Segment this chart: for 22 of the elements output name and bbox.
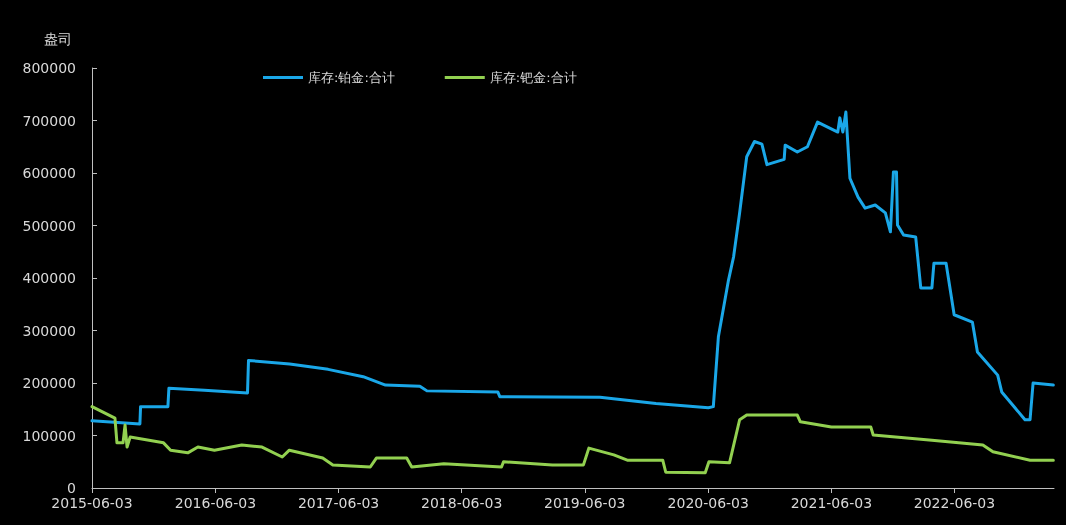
legend-label: 库存:铂金:合计 <box>308 70 395 85</box>
x-tick-label: 2017-06-03 <box>297 495 380 511</box>
line-series <box>90 405 1055 475</box>
y-tick-label: 0 <box>67 480 76 496</box>
x-tick-label: 2019-06-03 <box>544 495 626 511</box>
legend-label: 库存:钯金:合计 <box>489 70 577 85</box>
y-tick-label: 700000 <box>22 112 76 129</box>
y-tick-label: 500000 <box>22 217 76 234</box>
x-tick-label: 2018-06-03 <box>421 495 503 511</box>
x-tick-label: 2020-06-03 <box>667 495 749 511</box>
x-tick-label: 2016-06-03 <box>174 495 257 511</box>
y-tick-label: 400000 <box>22 270 76 286</box>
y-axis-title: 盎司 <box>44 31 72 47</box>
y-tick-label: 200000 <box>22 375 76 391</box>
x-tick-label: 2022-06-03 <box>913 495 996 511</box>
y-tick-label: 100000 <box>22 427 76 444</box>
line-series <box>90 110 1055 426</box>
y-tick-label: 800000 <box>22 60 76 76</box>
x-tick-label: 2021-06-03 <box>790 495 873 511</box>
y-tick-label: 600000 <box>22 165 76 181</box>
y-tick-label: 300000 <box>22 322 76 339</box>
x-tick-label: 2015-06-03 <box>51 495 133 511</box>
